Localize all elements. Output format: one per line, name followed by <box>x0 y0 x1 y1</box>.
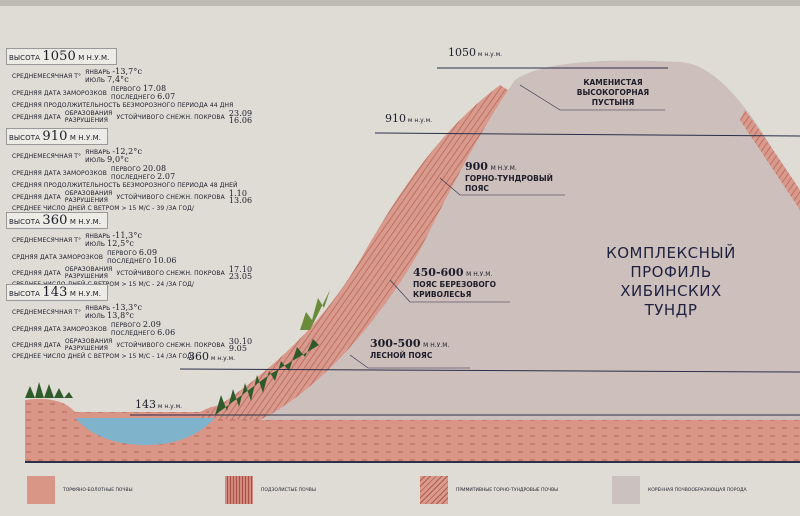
zone-stone-desert: КАМЕНИСТАЯ ВЫСОКОГОРНАЯ ПУСТЫНЯ <box>576 78 650 107</box>
station-910: высота 910 м н.у.м. среднемесячная t° янв… <box>6 128 252 213</box>
frost-row: средняя дата заморозков первого 2.09 после… <box>12 320 176 338</box>
snow-row: средняя дата образования разрушения устойчи… <box>12 265 253 281</box>
podzol-slope <box>200 85 540 420</box>
frost-row: средняя дата заморозков первого 20.08 посл… <box>12 164 176 182</box>
snow-row: средняя дата образования разрушения устойчи… <box>12 337 253 353</box>
altitude-label-360: 360 м н.у.м. <box>188 350 236 363</box>
frost-row: средняя дата заморозков первого 17.08 посл… <box>12 84 176 102</box>
line-910 <box>374 132 800 137</box>
altitude-label-910: 910 м н.у.м. <box>385 112 433 125</box>
zone-birch-woodland: 450-600 м н.у.м. ПОЯС БЕРЕЗОВОГО КРИВОЛЕС… <box>413 266 496 299</box>
zone-forest: 300-500 м н.у.м. ЛЕСНОЙ ПОЯС <box>370 337 450 360</box>
station-143: высота 143 м н.у.м. среднемесячная t° янв… <box>6 284 252 361</box>
poster-title: КОМПЛЕКСНЫЙ ПРОФИЛЬ ХИБИНСКИХ ТУНДР <box>596 244 746 320</box>
legend-swatch <box>225 476 253 504</box>
title-line: ХИБИНСКИХ <box>620 282 722 300</box>
title-line: ПРОФИЛЬ <box>630 263 712 281</box>
right-slope-soil <box>740 110 800 210</box>
forest-trees <box>25 290 330 415</box>
legend-item-podzol: подзолистые почвы <box>225 476 316 504</box>
legend-item-peat: торфяно-болотные почвы <box>27 476 133 504</box>
station-header: высота 1050 м н.у.м. <box>6 48 117 65</box>
snow-row: средняя дата образования разрушения устойчи… <box>12 189 253 205</box>
altitude-label-1050: 1050 м н.у.м. <box>448 46 503 59</box>
legend-swatch <box>612 476 640 504</box>
title-line: КОМПЛЕКСНЫЙ <box>606 244 736 262</box>
legend-swatch <box>420 476 448 504</box>
station-1050: высота 1050 м н.у.м. среднемесячная t° ян… <box>6 48 252 125</box>
station-360: высота 360 м н.у.м. среднемесячная t° янв… <box>6 212 252 289</box>
temperature-row: среднемесячная t° январь -12,2°с июль 9,0°… <box>12 147 143 165</box>
frost-row: срдняя дата заморозков первого 6.09 послед… <box>12 248 177 266</box>
zone-mountain-tundra: 900 м н.у.м. ГОРНО-ТУНДРОВЫЙ ПОЯС <box>465 160 553 193</box>
temperature-row: среднемесячная t° январь -11,3°с июль 12,5… <box>12 231 143 249</box>
legend-swatch <box>27 476 55 504</box>
snow-row: средняя дата образования разрушения устойчи… <box>12 109 253 125</box>
title-line: ТУНДР <box>644 301 698 319</box>
wind-row: среднее число дней с ветром > 15 м/с - 3… <box>12 205 195 212</box>
altitude-label-143: 143 м н.у.м. <box>135 398 183 411</box>
frost-free-row: средняя продолжительность безморозного п… <box>12 102 234 109</box>
temperature-row: среднемесячная t° январь -13,3°с июль 13,8… <box>12 303 143 321</box>
frost-free-row: средняя продолжительность безморозного п… <box>12 182 238 189</box>
legend-item-bedrock: коренная почвообразующая порода <box>612 476 747 504</box>
wind-row: среднее число дней с ветром > 15 м/с - 1… <box>12 353 195 360</box>
station-header: высота 360 м н.у.м. <box>6 212 109 229</box>
station-header: высота 143 м н.у.м. <box>6 284 109 301</box>
legend-item-tundra: примитивные горно-тундровые почвы <box>420 476 558 504</box>
temperature-row: среднемесячная t° январь -13,7°с июль 7,4°… <box>12 67 143 85</box>
line-360 <box>179 368 800 373</box>
station-header: высота 910 м н.у.м. <box>6 128 109 145</box>
bedrock-mountain <box>260 60 800 420</box>
lake <box>75 418 215 445</box>
